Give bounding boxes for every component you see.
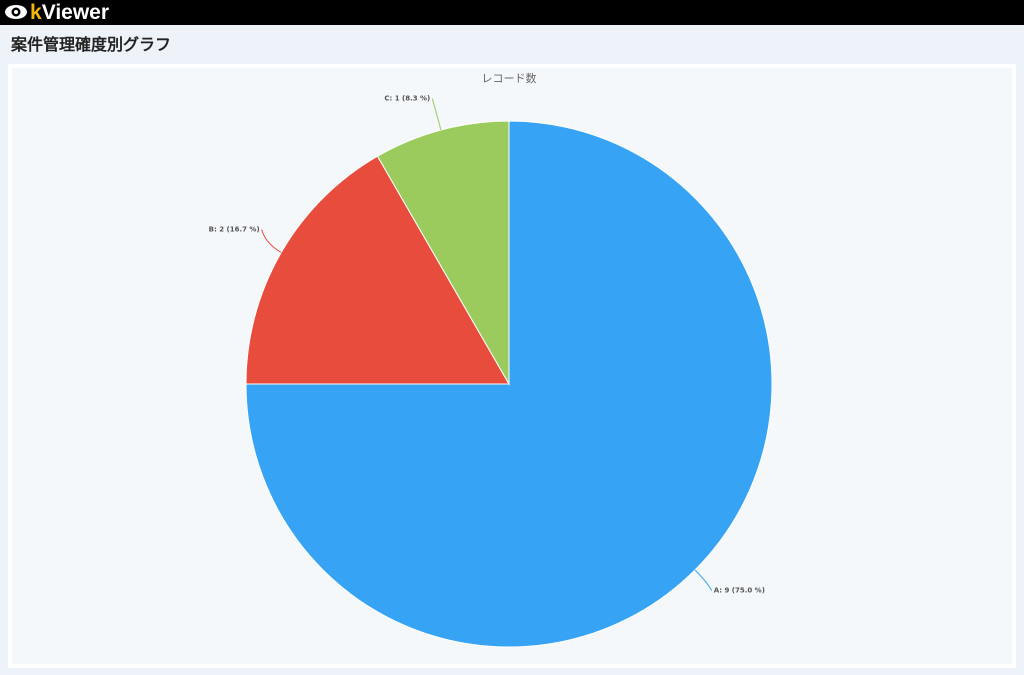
data-label: B: 2 (16.7 %) bbox=[209, 226, 260, 234]
chart-title: レコード数 bbox=[482, 72, 537, 85]
pie-slice bbox=[245, 155, 510, 385]
data-label: C: 1 (8.3 %) bbox=[384, 95, 430, 103]
page-title: 案件管理確度別グラフ bbox=[11, 35, 172, 54]
logo-icon bbox=[5, 5, 27, 19]
pie-slice bbox=[376, 120, 510, 386]
logo[interactable]: kViewer bbox=[30, 1, 110, 24]
leader-line bbox=[261, 229, 282, 253]
pie-slice bbox=[245, 120, 773, 648]
chart: レコード数 A: 9 (75.0 %) B: 2 (16.7 %) C: 1 (8.… bbox=[12, 68, 1012, 664]
data-label: A: 9 (75.0 %) bbox=[714, 587, 765, 595]
top-bar: kViewer bbox=[0, 0, 1024, 25]
leader-line bbox=[694, 569, 713, 591]
leader-line bbox=[431, 98, 442, 131]
chart-panel: レコード数 A: 9 (75.0 %) B: 2 (16.7 %) C: 1 (8.… bbox=[8, 64, 1016, 668]
